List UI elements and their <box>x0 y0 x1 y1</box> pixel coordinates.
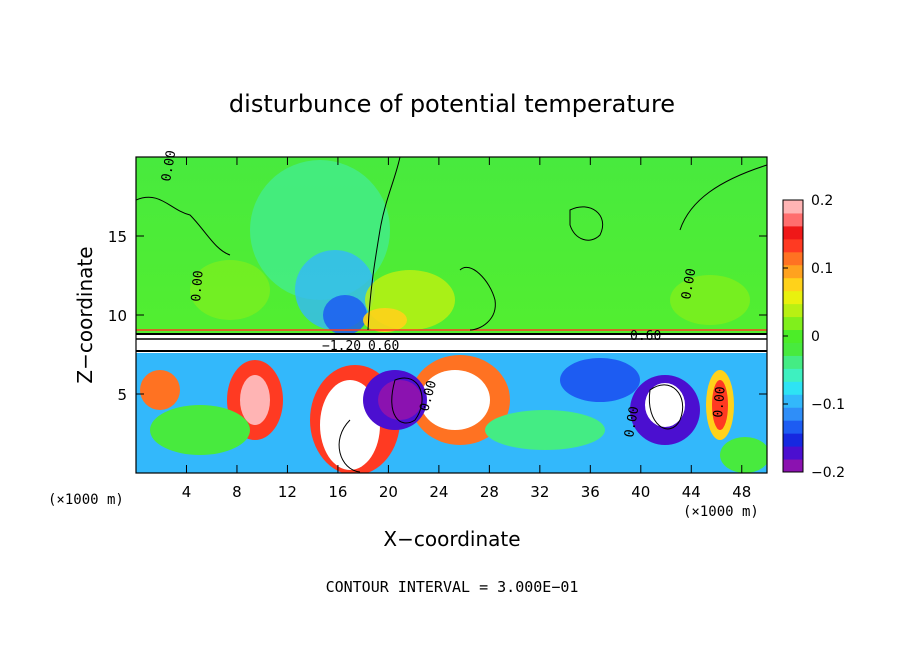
colorbar-swatch <box>783 407 803 421</box>
contour-label: 0.00 <box>622 405 642 438</box>
green-band-right <box>720 437 767 473</box>
x-tick-label: 12 <box>278 483 297 501</box>
colorbar-tick-label: 0 <box>811 329 820 345</box>
colorbar-swatch <box>783 433 803 447</box>
green-band-left <box>150 405 250 455</box>
contour-label: 0.60 <box>368 339 399 354</box>
colorbar-swatch <box>783 420 803 434</box>
warm-patch-right <box>670 275 750 325</box>
warm-blob-3-core <box>240 375 270 425</box>
colorbar-tick-label: −0.2 <box>811 465 845 481</box>
x-tick-label: 8 <box>232 483 242 501</box>
warm-blob-2-core <box>420 370 490 430</box>
colorbar-swatch <box>783 277 803 292</box>
colorbar-swatch <box>783 368 803 382</box>
x-tick-label: 24 <box>429 483 448 501</box>
colorbar-tick-label: −0.1 <box>811 397 845 413</box>
colorbar-swatch <box>783 329 803 343</box>
colorbar-swatch <box>783 200 803 214</box>
contour-lines <box>136 157 767 473</box>
contour-label-group: 0.00 0.00 0.00 0.00 0.00 0.60 −1.20 0.60… <box>159 149 729 438</box>
colorbar-ticks: 0.2 0.1 0 −0.1 −0.2 <box>783 193 845 481</box>
x-tick-label: 32 <box>530 483 549 501</box>
x-tick-label: 4 <box>182 483 192 501</box>
colorbar-swatch <box>783 225 803 240</box>
contour-label: −1.20 <box>322 339 361 354</box>
upper-anomalies <box>190 160 750 335</box>
colorbar-swatch <box>783 381 803 395</box>
colorbar-swatch <box>783 212 803 227</box>
y-tick-label: 5 <box>117 386 127 404</box>
warm-blob-5-core <box>712 380 728 430</box>
y-tick-label: 10 <box>108 307 127 325</box>
x-tick-label: 44 <box>682 483 701 501</box>
cold-vortex-core <box>378 380 422 420</box>
cool-plume-deep <box>323 295 367 335</box>
x-unit-right: (×1000 m) <box>683 504 759 520</box>
chart-title: disturbunce of potential temperature <box>229 90 675 118</box>
y-tick-label: 15 <box>108 228 127 246</box>
x-axis-ticks: 4 8 12 16 20 24 28 32 36 40 44 48 <box>182 157 751 501</box>
colorbar-tick-label: 0.1 <box>811 261 833 277</box>
warm-patch-core <box>363 308 407 332</box>
colorbar-swatch <box>783 264 803 279</box>
contour-interval-note: CONTOUR INTERVAL = 3.000E−01 <box>326 578 579 596</box>
x-tick-label: 16 <box>328 483 347 501</box>
x-tick-label: 40 <box>631 483 650 501</box>
contour-label: 0.00 <box>189 270 207 303</box>
colorbar-swatch <box>783 459 803 473</box>
lower-structures <box>140 355 767 473</box>
colorbar-swatch <box>783 316 803 331</box>
colorbar <box>783 200 803 473</box>
contour-label: 0.60 <box>630 329 661 344</box>
blue-patch-right <box>560 358 640 402</box>
x-tick-label: 48 <box>732 483 751 501</box>
colorbar-swatch <box>783 290 803 305</box>
warm-blob-4 <box>140 370 180 410</box>
colorbar-swatch <box>783 394 803 408</box>
contour-label: 0.00 <box>711 386 729 419</box>
y-axis-ticks: 5 10 15 <box>108 228 767 404</box>
colorbar-tick-label: 0.2 <box>811 193 833 209</box>
colorbar-swatch <box>783 303 803 318</box>
contour-label: 0.00 <box>679 267 699 300</box>
colorbar-swatch <box>783 342 803 356</box>
colorbar-swatch <box>783 251 803 266</box>
green-band-mid <box>485 410 605 450</box>
cold-vortex-right-core <box>645 383 685 427</box>
colorbar-swatch <box>783 355 803 369</box>
x-tick-label: 20 <box>379 483 398 501</box>
colorbar-swatch <box>783 446 803 460</box>
contour-label: 0.00 <box>159 149 179 182</box>
colorbar-swatch <box>783 238 803 253</box>
x-axis-label: X−coordinate <box>383 527 520 551</box>
plot-area <box>136 157 767 473</box>
x-tick-label: 28 <box>480 483 499 501</box>
x-unit-left: (×1000 m) <box>48 492 124 508</box>
warm-patch-left <box>190 260 270 320</box>
stable-layer <box>136 333 767 353</box>
y-axis-label: Z−coordinate <box>73 246 97 383</box>
x-tick-label: 36 <box>581 483 600 501</box>
